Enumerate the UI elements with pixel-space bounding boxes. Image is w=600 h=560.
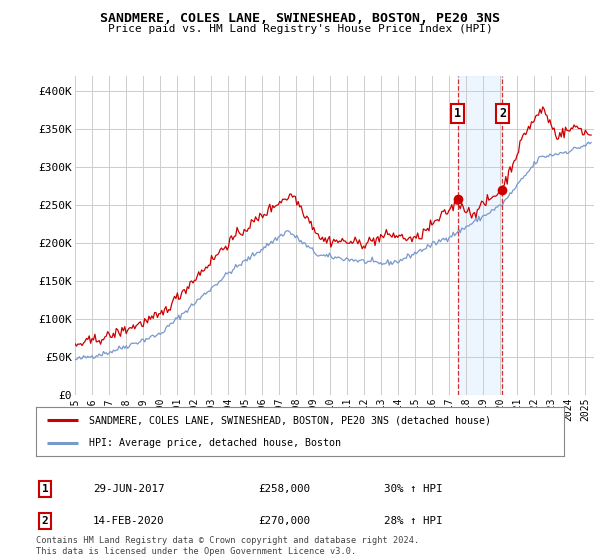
Text: SANDMERE, COLES LANE, SWINESHEAD, BOSTON, PE20 3NS: SANDMERE, COLES LANE, SWINESHEAD, BOSTON… (100, 12, 500, 25)
Bar (458, 76, 502, 395)
Text: Price paid vs. HM Land Registry's House Price Index (HPI): Price paid vs. HM Land Registry's House … (107, 24, 493, 34)
Text: 1: 1 (41, 484, 49, 494)
Text: HPI: Average price, detached house, Boston: HPI: Average price, detached house, Bost… (89, 438, 341, 448)
Text: £270,000: £270,000 (258, 516, 310, 526)
Text: Contains HM Land Registry data © Crown copyright and database right 2024.
This d: Contains HM Land Registry data © Crown c… (36, 536, 419, 556)
Text: 30% ↑ HPI: 30% ↑ HPI (384, 484, 443, 494)
Text: 28% ↑ HPI: 28% ↑ HPI (384, 516, 443, 526)
Text: 29-JUN-2017: 29-JUN-2017 (93, 484, 164, 494)
Text: 2: 2 (41, 516, 49, 526)
Text: 2: 2 (499, 107, 506, 120)
Text: 14-FEB-2020: 14-FEB-2020 (93, 516, 164, 526)
Text: SANDMERE, COLES LANE, SWINESHEAD, BOSTON, PE20 3NS (detached house): SANDMERE, COLES LANE, SWINESHEAD, BOSTON… (89, 416, 491, 426)
Text: £258,000: £258,000 (258, 484, 310, 494)
Text: 1: 1 (454, 107, 461, 120)
